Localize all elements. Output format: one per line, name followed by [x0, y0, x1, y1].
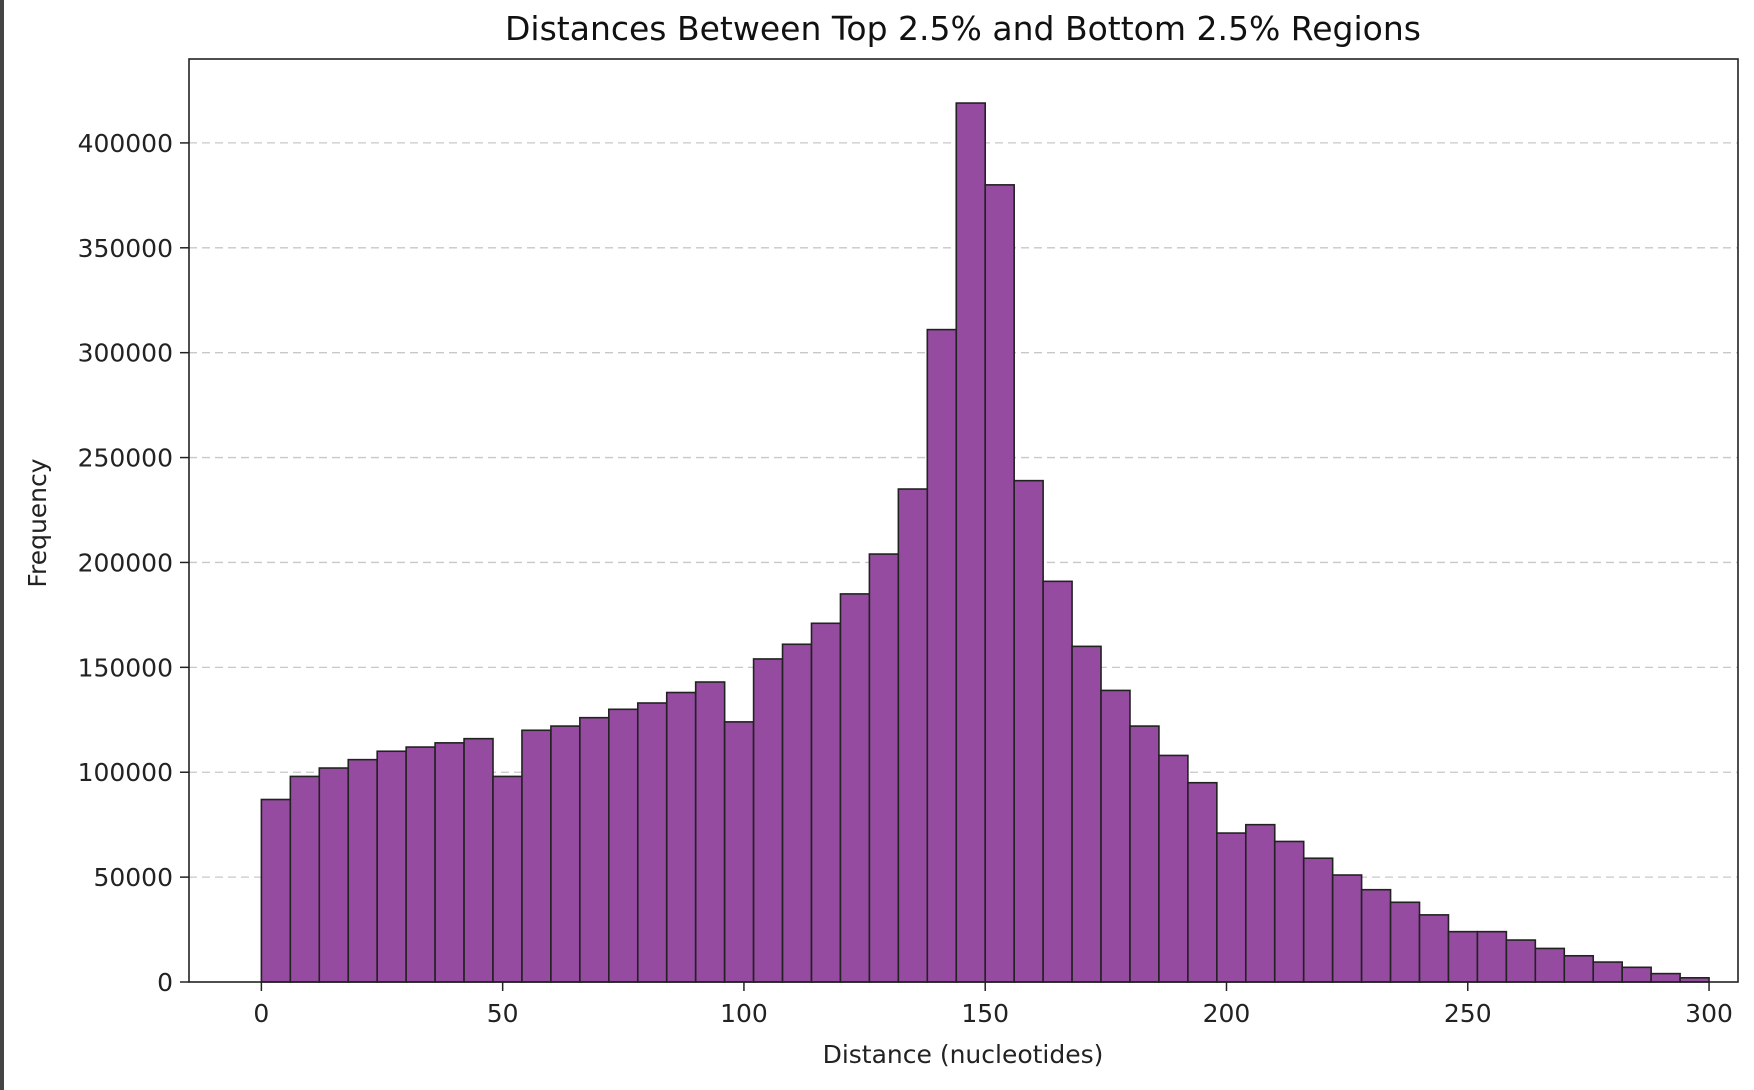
- histogram-bar: [926, 328, 958, 983]
- histogram-bar: [752, 658, 784, 983]
- histogram-bar: [1650, 972, 1681, 983]
- bars: [260, 102, 1710, 983]
- plot-area-border: [188, 58, 1739, 983]
- histogram-bar: [1042, 580, 1073, 983]
- y-axis-label: Frequency: [23, 458, 52, 587]
- histogram-bar: [1187, 781, 1218, 983]
- histogram-bar: [1129, 725, 1160, 983]
- histogram-bar: [521, 729, 552, 983]
- histogram-bar: [289, 775, 321, 983]
- histogram-bar: [608, 708, 639, 983]
- y-tick-label: 0: [157, 968, 173, 997]
- histogram-bar: [1273, 840, 1305, 983]
- histogram-bar: [1216, 832, 1247, 983]
- histogram-bar: [897, 488, 929, 983]
- y-tick-label: 50000: [93, 863, 173, 892]
- histogram-bar: [694, 681, 726, 983]
- y-tick-label: 350000: [78, 234, 173, 263]
- histogram-bar: [347, 758, 378, 983]
- histogram-bar: [260, 798, 292, 983]
- y-tick-label: 300000: [78, 339, 173, 368]
- histogram-bar: [955, 102, 987, 983]
- histogram-bar: [434, 742, 465, 983]
- y-tick-label: 100000: [78, 758, 173, 787]
- y-tick-label: 250000: [78, 444, 173, 473]
- histogram-bar: [463, 737, 494, 983]
- histogram-bar: [636, 702, 668, 983]
- histogram-bar: [1013, 479, 1044, 983]
- histogram-bar: [579, 716, 610, 983]
- x-axis-label: Distance (nucleotides): [823, 1040, 1104, 1069]
- histogram-bar: [723, 721, 755, 983]
- x-axis-ticks: 0 50 100 150 200 250 300: [253, 982, 1733, 1028]
- chart-title: Distances Between Top 2.5% and Bottom 2.…: [505, 9, 1421, 48]
- histogram-bar: [492, 775, 523, 983]
- histogram-bar: [665, 691, 697, 983]
- x-tick-label: 250: [1444, 999, 1492, 1028]
- histogram-bar: [1592, 961, 1623, 983]
- histogram-bar: [1331, 874, 1363, 983]
- histogram-bar: [1418, 914, 1450, 983]
- histogram-bar: [1447, 930, 1479, 983]
- histogram-bar: [984, 184, 1015, 983]
- histogram-bar: [868, 553, 900, 983]
- x-tick-label: 100: [720, 999, 768, 1028]
- x-tick-label: 300: [1685, 999, 1733, 1028]
- y-axis-ticks: 0 50000 100000 150000 200000 250000 300000 3500…: [78, 129, 189, 997]
- x-tick-label: 150: [961, 999, 1009, 1028]
- histogram-bar: [1244, 823, 1276, 983]
- histogram-bar: [376, 750, 407, 983]
- histogram-bar: [1071, 645, 1102, 983]
- y-tick-label: 200000: [78, 548, 173, 577]
- window-left-edge: [0, 0, 4, 1090]
- histogram-bar: [839, 593, 871, 983]
- histogram-bar: [1534, 947, 1566, 983]
- histogram-bar: [1389, 901, 1421, 983]
- histogram-bar: [1302, 857, 1334, 983]
- histogram-bar: [550, 725, 581, 983]
- x-tick-label: 200: [1203, 999, 1251, 1028]
- y-tick-label: 400000: [78, 129, 173, 158]
- y-tick-label: 150000: [78, 653, 173, 682]
- histogram-bar: [1621, 966, 1652, 983]
- histogram-bar: [781, 643, 813, 983]
- histogram-bar: [1100, 689, 1131, 983]
- histogram-bar: [1505, 939, 1537, 983]
- histogram-bar: [1476, 930, 1508, 983]
- x-tick-label: 0: [253, 999, 269, 1028]
- histogram-bar: [318, 767, 350, 983]
- histogram-bar: [1158, 754, 1189, 983]
- histogram-bar: [1563, 954, 1595, 983]
- x-tick-label: 50: [487, 999, 519, 1028]
- histogram-bar: [405, 746, 436, 983]
- histogram-bar: [810, 622, 842, 983]
- histogram-bar: [1360, 888, 1392, 983]
